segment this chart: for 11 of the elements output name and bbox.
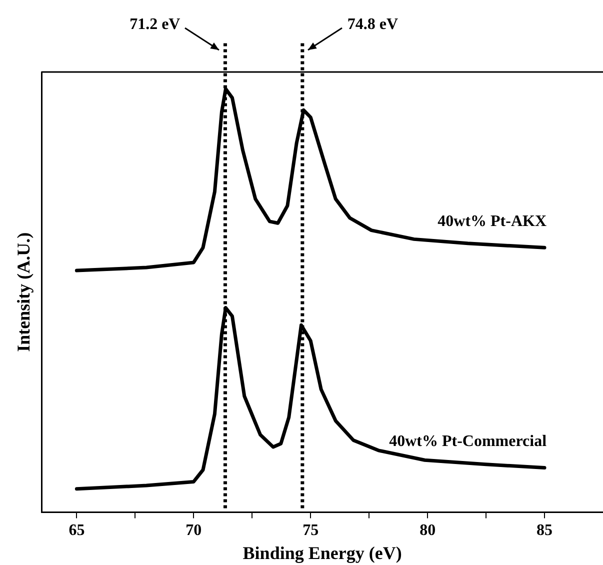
x-tick-label: 85	[536, 522, 553, 539]
x-tick-label: 80	[420, 522, 436, 539]
ref-line-label: 74.8 eV	[347, 16, 399, 34]
x-axis-title: Binding Energy (eV)	[242, 542, 402, 563]
x-tick-label: 70	[186, 522, 202, 539]
series-label: 40wt% Pt-AKX	[438, 212, 547, 230]
series-label: 40wt% Pt-Commercial	[389, 432, 548, 450]
ref-line-label: 71.2 eV	[130, 16, 181, 34]
x-tick-label: 65	[68, 522, 85, 539]
x-tick-label: 75	[302, 522, 319, 539]
y-axis-title: Intensity (A.U.)	[13, 232, 34, 352]
